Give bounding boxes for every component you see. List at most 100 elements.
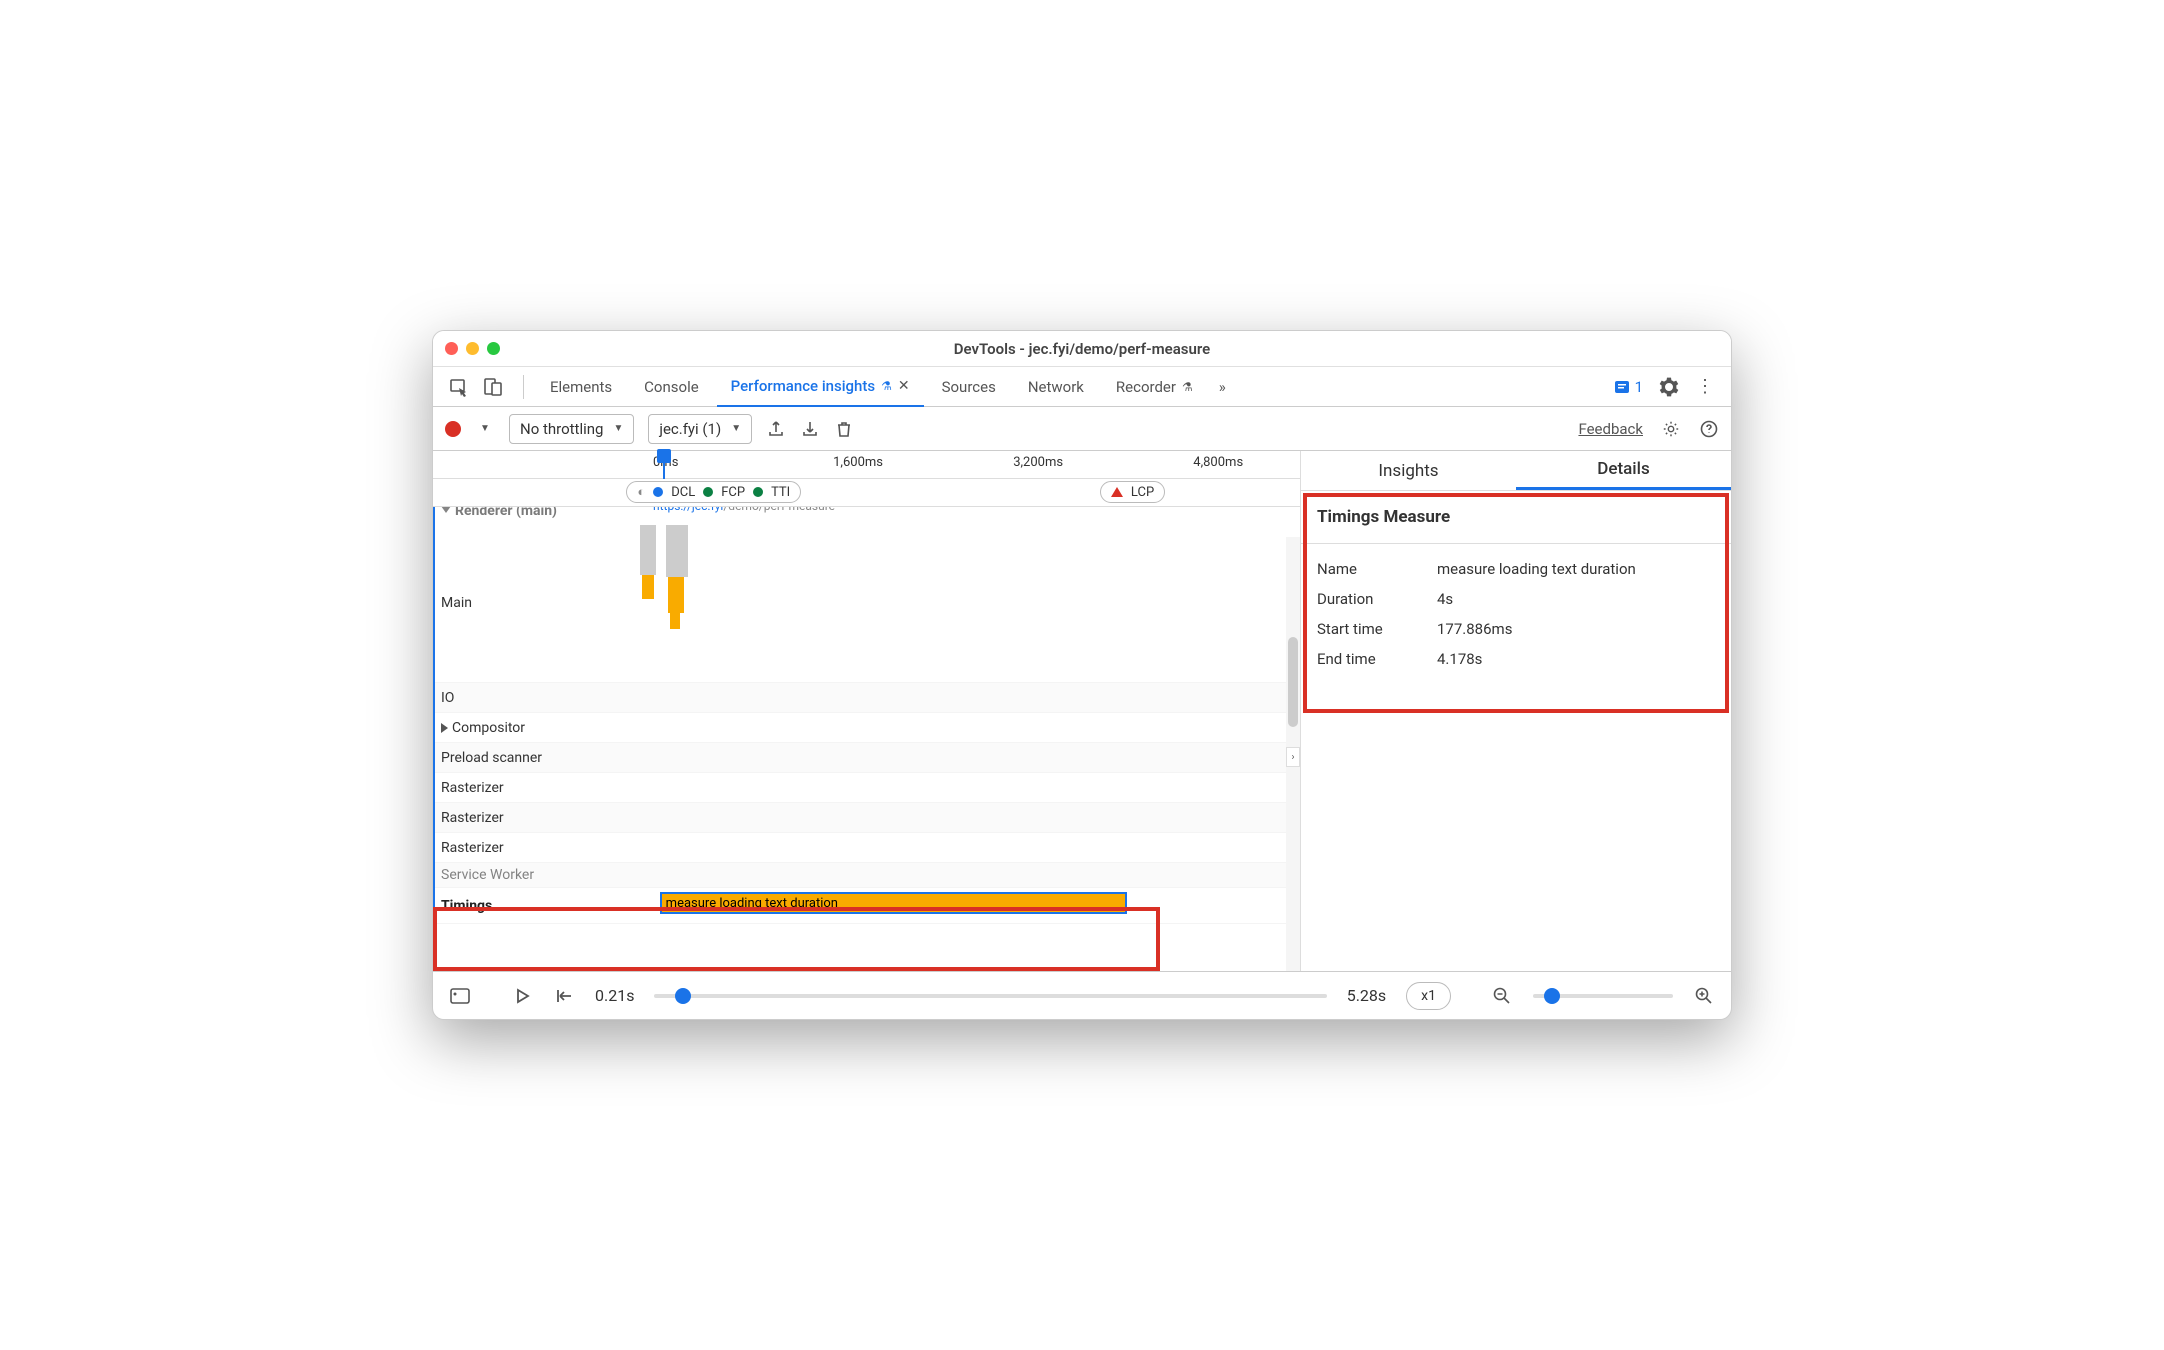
- zoom-out-icon[interactable]: [1491, 985, 1513, 1007]
- feedback-link[interactable]: Feedback: [1578, 420, 1643, 438]
- record-button[interactable]: [445, 421, 461, 437]
- tab-performance-insights[interactable]: Performance insights ⚗ ✕: [717, 367, 924, 407]
- timings-measure-bar[interactable]: measure loading text duration: [660, 892, 1127, 914]
- inspect-icon[interactable]: [449, 377, 469, 397]
- sidepanel-collapse-icon[interactable]: ›: [1286, 747, 1300, 767]
- track-row-preload: Preload scanner: [433, 743, 1300, 773]
- sp-tab-details[interactable]: Details: [1516, 451, 1731, 490]
- zoom-slider[interactable]: [1533, 994, 1673, 998]
- tracks-container: Renderer (main) https://jec.fyi/demo/per…: [433, 507, 1300, 971]
- tab-label: Sources: [942, 378, 996, 396]
- track-label[interactable]: Rasterizer: [433, 803, 633, 832]
- scrollbar-thumb[interactable]: [1288, 637, 1298, 727]
- kebab-menu-icon[interactable]: ⋮: [1695, 377, 1715, 397]
- delete-icon[interactable]: [834, 419, 854, 439]
- track-label[interactable]: Preload scanner: [433, 743, 633, 772]
- help-icon[interactable]: [1699, 419, 1719, 439]
- track-row-rasterizer: Rasterizer: [433, 803, 1300, 833]
- track-label[interactable]: Compositor: [433, 713, 633, 742]
- time-end-label: 5.28s: [1347, 986, 1386, 1005]
- details-key: End time: [1317, 650, 1437, 668]
- timing-markers-pill[interactable]: ◐ DCL FCP TTI: [626, 481, 801, 503]
- track-label[interactable]: Service Worker: [433, 863, 633, 887]
- main-flame-lane[interactable]: [633, 523, 1300, 682]
- jump-start-icon[interactable]: [553, 985, 575, 1007]
- track-label[interactable]: Renderer (main): [433, 507, 633, 523]
- details-val: 177.886ms: [1437, 620, 1715, 638]
- expand-triangle-icon[interactable]: [441, 507, 451, 513]
- throttle-label: No throttling: [520, 420, 603, 438]
- track-row-io: IO: [433, 683, 1300, 713]
- scrubber-thumb[interactable]: [675, 988, 691, 1004]
- play-icon[interactable]: [511, 985, 533, 1007]
- device-toggle-icon[interactable]: [483, 377, 503, 397]
- track-row-renderer: Renderer (main) https://jec.fyi/demo/per…: [433, 507, 1300, 523]
- playhead-line[interactable]: [433, 507, 435, 971]
- details-key: Name: [1317, 560, 1437, 578]
- playback-speed-button[interactable]: x1: [1406, 982, 1451, 1010]
- sidepanel-body: Timings Measure Name measure loading tex…: [1301, 491, 1731, 684]
- zoom-thumb[interactable]: [1544, 988, 1560, 1004]
- details-title: Timings Measure: [1301, 491, 1731, 544]
- footer-bar: 0.21s 5.28s x1: [433, 971, 1731, 1019]
- tabstrip-left-tools: [441, 377, 511, 397]
- timings-lane: measure loading text duration: [633, 888, 1300, 923]
- marker-label: TTI: [771, 485, 790, 500]
- tab-sources[interactable]: Sources: [928, 367, 1010, 407]
- zoom-in-icon[interactable]: [1693, 985, 1715, 1007]
- marker-dot-tti: [753, 487, 763, 497]
- tab-console[interactable]: Console: [630, 367, 713, 407]
- details-table: Name measure loading text duration Durat…: [1301, 544, 1731, 684]
- lcp-marker-pill[interactable]: LCP: [1100, 481, 1165, 503]
- track-label[interactable]: Rasterizer: [433, 773, 633, 802]
- flame-bar[interactable]: [670, 613, 679, 629]
- track-row-service-worker: Service Worker: [433, 863, 1300, 888]
- details-val: 4.178s: [1437, 650, 1715, 668]
- tab-recorder[interactable]: Recorder⚗: [1102, 367, 1207, 407]
- track-label[interactable]: Timings: [433, 888, 633, 923]
- settings-gear-icon[interactable]: [1659, 377, 1679, 397]
- track-label[interactable]: Main: [433, 523, 633, 682]
- tab-elements[interactable]: Elements: [536, 367, 626, 407]
- track-label[interactable]: IO: [433, 683, 633, 712]
- import-icon[interactable]: [800, 419, 820, 439]
- warning-triangle-icon: [1111, 487, 1123, 497]
- export-icon[interactable]: [766, 419, 786, 439]
- issues-badge[interactable]: 1: [1613, 378, 1643, 396]
- timeline-scrubber[interactable]: [654, 994, 1326, 998]
- flame-bar[interactable]: [668, 577, 684, 613]
- more-tabs[interactable]: »: [1211, 367, 1234, 407]
- chevron-down-icon: ▼: [613, 423, 623, 434]
- track-row-rasterizer: Rasterizer: [433, 833, 1300, 863]
- issues-count: 1: [1635, 378, 1643, 396]
- marker-dot-fcp: [703, 487, 713, 497]
- ruler-track[interactable]: 0ms 1,600ms 3,200ms 4,800ms: [633, 451, 1300, 478]
- playhead[interactable]: [663, 451, 665, 479]
- track-row-compositor: Compositor: [433, 713, 1300, 743]
- separator: [523, 375, 524, 399]
- record-options-chevron[interactable]: ▼: [475, 419, 495, 439]
- marker-dot-dcl: [653, 487, 663, 497]
- details-row: Name measure loading text duration: [1317, 554, 1715, 584]
- markers-row: ◐ DCL FCP TTI LCP: [433, 479, 1300, 507]
- panel-settings-icon[interactable]: [1661, 419, 1681, 439]
- flask-icon: ⚗: [881, 379, 892, 393]
- sp-tab-insights[interactable]: Insights: [1301, 451, 1516, 490]
- flame-bar[interactable]: [640, 525, 657, 575]
- marker-label: LCP: [1131, 485, 1154, 500]
- tab-network[interactable]: Network: [1014, 367, 1098, 407]
- timings-bar-label: measure loading text duration: [666, 896, 838, 911]
- throttle-dropdown[interactable]: No throttling ▼: [509, 414, 634, 444]
- track-label[interactable]: Rasterizer: [433, 833, 633, 862]
- playhead-handle[interactable]: [657, 449, 671, 463]
- flame-bar[interactable]: [666, 525, 687, 577]
- screenshot-strip-icon[interactable]: [449, 985, 471, 1007]
- marker-label: FCP: [721, 485, 745, 500]
- tab-strip: Elements Console Performance insights ⚗ …: [433, 367, 1731, 407]
- flame-bar[interactable]: [642, 575, 654, 599]
- recording-dropdown[interactable]: jec.fyi (1) ▼: [648, 414, 752, 444]
- expand-triangle-icon[interactable]: [441, 723, 448, 733]
- close-tab-icon[interactable]: ✕: [898, 378, 910, 394]
- ruler-tick: 1,600ms: [833, 455, 883, 470]
- markers-track: ◐ DCL FCP TTI LCP: [633, 479, 1300, 506]
